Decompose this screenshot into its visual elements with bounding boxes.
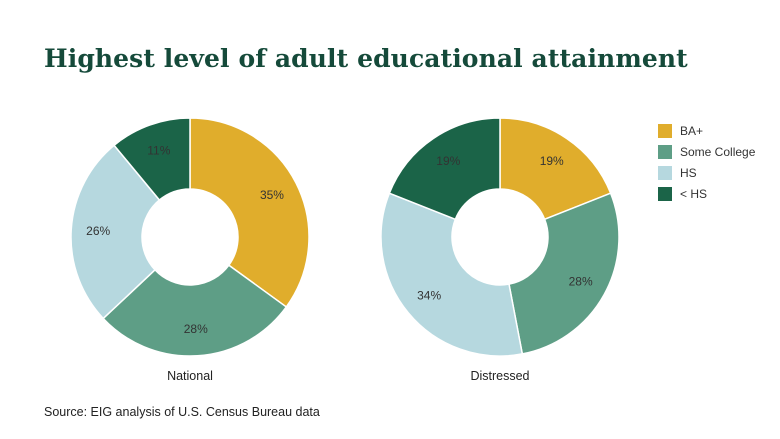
- slice-label-distressed-less-than-hs: 19%: [436, 154, 460, 168]
- donut-national: 35% 28% 26% 11%: [70, 117, 310, 357]
- slice-label-distressed-hs: 34%: [417, 289, 441, 303]
- legend-swatch-less-than-hs: [658, 187, 672, 201]
- legend-label-some-college: Some College: [680, 145, 756, 159]
- legend-label-less-than-hs: < HS: [680, 187, 707, 201]
- slice-label-national-less-than-hs: 11%: [147, 143, 170, 157]
- legend-label-hs: HS: [680, 166, 697, 180]
- slice-label-distressed-some-college: 28%: [569, 274, 593, 288]
- legend-swatch-hs: [658, 166, 672, 180]
- legend: BA+ Some College HS < HS: [658, 124, 756, 201]
- legend-swatch-ba-plus: [658, 124, 672, 138]
- slice-national-some-college: [102, 264, 288, 357]
- slice-distressed-ba-plus: [499, 117, 612, 221]
- slice-national-hs: [70, 144, 161, 320]
- slice-label-distressed-ba-plus: 19%: [540, 154, 564, 168]
- donut-distressed: 19% 28% 34% 19%: [380, 117, 620, 357]
- slice-national-ba-plus: [189, 117, 310, 308]
- slice-label-national-some-college: 28%: [184, 322, 208, 336]
- slice-national-less-than-hs: [113, 117, 191, 202]
- legend-swatch-some-college: [658, 145, 672, 159]
- slice-label-national-ba-plus: 35%: [260, 188, 284, 202]
- source-note: Source: EIG analysis of U.S. Census Bure…: [44, 405, 320, 419]
- slice-label-national-hs: 26%: [86, 224, 110, 238]
- slice-distressed-less-than-hs: [388, 117, 501, 221]
- chart-title: Highest level of adult educational attai…: [44, 44, 688, 73]
- caption-distressed: Distressed: [470, 369, 529, 383]
- slice-distressed-some-college: [508, 192, 620, 355]
- caption-national: National: [167, 369, 213, 383]
- slice-distressed-hs: [380, 192, 524, 357]
- legend-label-ba-plus: BA+: [680, 124, 703, 138]
